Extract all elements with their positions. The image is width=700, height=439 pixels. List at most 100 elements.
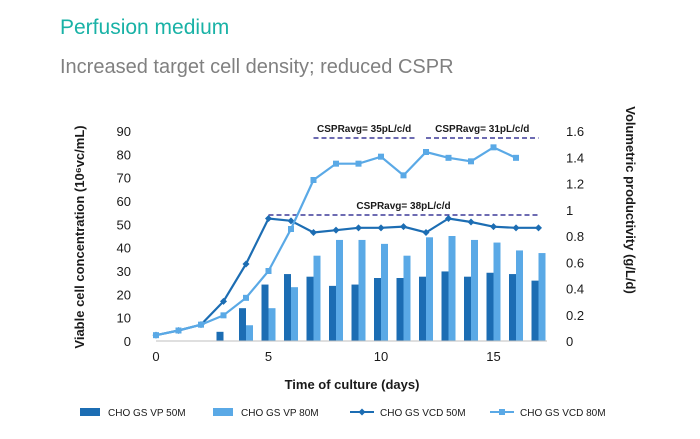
point-vcd80-day-8 — [333, 160, 339, 167]
bar-vp50-day-17 — [531, 280, 539, 341]
x-tick-label: 10 — [374, 349, 388, 364]
legend-swatch-0 — [80, 408, 100, 416]
bar-vp50-day-15 — [486, 272, 494, 341]
y-right-tick-label: 0.4 — [566, 282, 584, 297]
point-vcd80-day-11 — [400, 172, 407, 179]
legend-marker-2 — [358, 408, 366, 416]
legend-label-0: CHO GS VP 50M — [108, 408, 186, 419]
legend-label-2: CHO GS VCD 50M — [380, 408, 466, 419]
y-axis-right-label: Volumetric productivity (g/L/d) — [623, 106, 638, 294]
point-vcd50-day-5 — [265, 215, 272, 222]
point-vcd80-day-5 — [265, 268, 272, 274]
point-vcd80-day-7 — [310, 177, 317, 183]
point-vcd50-day-8 — [332, 226, 340, 234]
bar-vp50-day-12 — [419, 276, 426, 341]
y-left-tick-label: 20 — [117, 287, 131, 302]
y-right-tick-label: 0.6 — [566, 255, 584, 270]
point-vcd50-day-16 — [512, 224, 520, 232]
y-right-tick-label: 1.4 — [566, 150, 584, 165]
legend-swatch-1 — [213, 408, 233, 416]
legend-marker-3 — [499, 409, 505, 415]
bar-vp50-day-14 — [464, 276, 471, 341]
y-right-tick-label: 0.2 — [566, 308, 584, 323]
y-right-tick-label: 0.8 — [566, 229, 584, 244]
bar-vp50-day-16 — [509, 274, 516, 341]
bar-vp50-day-11 — [396, 278, 404, 341]
bar-vp80-day-11 — [403, 255, 411, 341]
point-vcd50-day-10 — [377, 224, 385, 232]
point-vcd50-day-14 — [467, 218, 475, 226]
point-vcd80-day-1 — [175, 327, 182, 334]
bar-vp50-day-13 — [441, 271, 449, 341]
bar-vp50-day-10 — [374, 278, 381, 341]
y-left-tick-label: 60 — [117, 194, 131, 209]
bar-vp80-day-10 — [381, 243, 388, 341]
bar-vp80-day-9 — [358, 239, 366, 341]
reference-line-label-1: CSPRavg= 35pL/c/d — [317, 124, 411, 135]
point-vcd80-day-2 — [198, 321, 204, 328]
bar-vp80-day-6 — [291, 287, 298, 341]
y-left-tick-label: 50 — [117, 217, 131, 232]
bar-vp50-day-8 — [329, 285, 336, 341]
bar-vp50-day-7 — [306, 276, 314, 341]
x-tick-label: 0 — [152, 349, 159, 364]
reference-line-label-2: CSPRavg= 31pL/c/d — [435, 124, 529, 135]
point-vcd80-day-4 — [243, 294, 249, 301]
bar-vp80-day-5 — [268, 308, 276, 341]
y-right-tick-label: 0 — [566, 334, 573, 349]
reference-line-label-0: CSPRavg= 38pL/c/d — [356, 201, 450, 212]
y-right-tick-label: 1.6 — [566, 124, 584, 139]
bar-vp80-day-12 — [426, 237, 433, 341]
bar-vp80-day-4 — [246, 325, 253, 341]
point-vcd80-day-12 — [423, 149, 429, 155]
point-vcd80-day-16 — [513, 154, 519, 161]
point-vcd80-day-9 — [355, 160, 362, 167]
point-vcd80-day-14 — [468, 158, 474, 165]
bar-vp50-day-6 — [284, 274, 291, 341]
point-vcd50-day-15 — [490, 223, 497, 231]
point-vcd80-day-6 — [288, 226, 294, 232]
point-vcd80-day-0 — [153, 332, 159, 339]
bar-vp80-day-15 — [493, 242, 501, 341]
y-left-tick-label: 30 — [117, 264, 131, 279]
bar-vp80-day-7 — [313, 255, 321, 341]
point-vcd50-day-3 — [220, 297, 227, 305]
legend-label-1: CHO GS VP 80M — [241, 408, 319, 419]
bar-vp50-day-5 — [261, 284, 269, 341]
legend: CHO GS VP 50M CHO GS VP 80M CHO GS VCD 50M… — [80, 408, 606, 419]
line-vcd50 — [155, 217, 539, 337]
tick-labels-layer: 0 5 10 15 0 10 20 30 40 50 60 70 80 90 0 0.2 0.4 0.6 0.8 1 1… — [117, 124, 585, 364]
y-left-tick-label: 0 — [124, 334, 131, 349]
legend-label-3: CHO GS VCD 80M — [520, 408, 606, 419]
reference-lines-layer: CSPRavg= 38pL/c/d CSPRavg= 35pL/c/d CSPRav… — [268, 124, 539, 216]
point-vcd50-day-9 — [355, 224, 362, 232]
bar-vp80-day-14 — [471, 239, 478, 341]
bar-vp80-day-13 — [448, 236, 456, 341]
x-axis-label: Time of culture (days) — [285, 377, 420, 392]
point-vcd80-day-10 — [378, 153, 384, 160]
bar-vp80-day-17 — [538, 253, 546, 341]
y-axis-left-label: Viable cell concentration (10⁶vc/mL) — [72, 125, 87, 348]
chart-title: Perfusion medium — [60, 16, 230, 39]
y-left-tick-label: 80 — [117, 147, 131, 162]
bar-vp80-day-16 — [516, 250, 523, 341]
lines-layer — [152, 144, 542, 339]
y-right-tick-label: 1.2 — [566, 177, 584, 192]
point-vcd50-day-11 — [400, 223, 407, 231]
x-tick-label: 5 — [265, 349, 272, 364]
y-left-tick-label: 10 — [117, 311, 131, 326]
chart-subtitle: Increased target cell density; reduced C… — [60, 56, 454, 78]
point-vcd50-day-13 — [445, 215, 452, 222]
point-vcd80-day-13 — [445, 154, 452, 161]
point-vcd50-day-7 — [310, 229, 317, 236]
y-left-tick-label: 40 — [117, 241, 131, 256]
y-left-tick-label: 90 — [117, 124, 131, 139]
y-left-tick-label: 70 — [117, 171, 131, 186]
point-vcd80-day-15 — [490, 144, 497, 151]
bar-vp80-day-8 — [336, 239, 343, 341]
bar-vp50-day-3 — [216, 331, 224, 341]
point-vcd80-day-3 — [220, 312, 227, 319]
bar-vp50-day-4 — [239, 308, 246, 341]
point-vcd50-day-4 — [242, 260, 250, 268]
